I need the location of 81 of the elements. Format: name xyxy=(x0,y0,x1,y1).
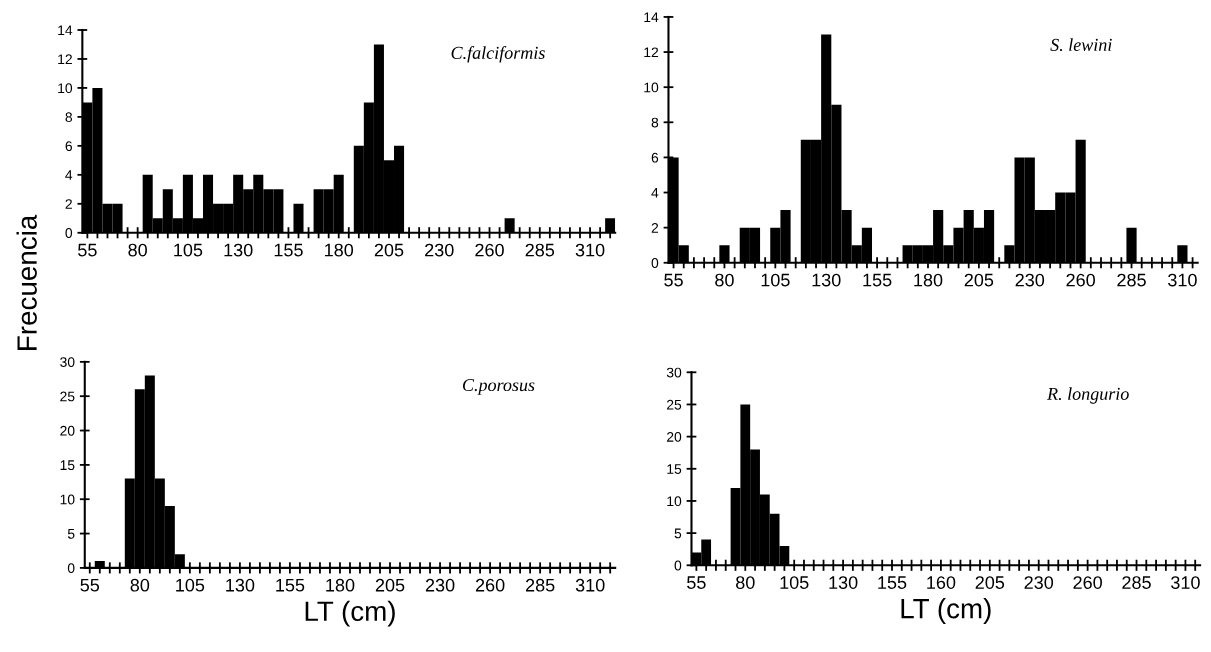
x-tick-label: 260 xyxy=(475,578,505,592)
y-tick-label: 0 xyxy=(651,258,659,268)
y-tick-label: 6 xyxy=(65,141,73,152)
y-tick-label: 4 xyxy=(65,170,73,180)
y-tick-label: 5 xyxy=(67,529,75,539)
x-tick-label: 205 xyxy=(975,576,1005,589)
x-tick-label: 310 xyxy=(1168,273,1197,287)
x-tick-label: 130 xyxy=(829,576,858,589)
x-axis-title: LT (cm) xyxy=(901,598,991,624)
x-tick-label: 260 xyxy=(475,243,504,257)
x-tick-label: 105 xyxy=(761,273,790,287)
x-tick-label: 80 xyxy=(130,578,150,592)
y-tick-label: 2 xyxy=(65,199,72,209)
x-tick-label: 80 xyxy=(736,576,755,589)
x-tick-label: 205 xyxy=(964,273,994,287)
y-tick-label: 0 xyxy=(65,228,73,238)
x-tick-label: 180 xyxy=(914,273,943,287)
y-tick-label: 15 xyxy=(667,464,682,474)
x-tick-label: 260 xyxy=(1066,273,1095,287)
y-tick-label: 12 xyxy=(58,54,72,64)
y-tick-label: 10 xyxy=(60,494,75,505)
y-tick-label: 10 xyxy=(667,496,682,507)
x-tick-label: 285 xyxy=(525,578,555,592)
y-tick-label: 8 xyxy=(651,117,659,128)
y-tick-label: 0 xyxy=(674,560,682,571)
y-tick-label: 20 xyxy=(667,431,682,442)
y-axis-title: Frecuencia xyxy=(16,214,37,350)
y-tick-label: 25 xyxy=(667,399,682,410)
x-tick-label: 180 xyxy=(326,578,355,592)
x-tick-label: 80 xyxy=(128,243,147,257)
y-tick-label: 30 xyxy=(666,367,682,378)
x-tick-label: 180 xyxy=(325,243,354,257)
annotation: C.falciformis xyxy=(451,46,545,63)
x-tick-label: 105 xyxy=(174,243,203,257)
x-tick-label: 230 xyxy=(425,243,454,257)
x-tick-label: 55 xyxy=(664,273,683,287)
y-tick-label: 14 xyxy=(644,12,659,22)
x-tick-label: 205 xyxy=(375,578,405,592)
x-tick-label: 105 xyxy=(780,576,809,589)
y-tick-label: 5 xyxy=(674,528,682,539)
x-tick-label: 285 xyxy=(1122,576,1151,589)
x-tick-label: 155 xyxy=(274,243,303,257)
x-tick-label: 260 xyxy=(1073,576,1102,589)
y-tick-label: 20 xyxy=(60,425,75,436)
x-tick-label: 230 xyxy=(1015,273,1045,287)
x-tick-label: 55 xyxy=(78,243,97,257)
y-tick-label: 6 xyxy=(651,152,659,163)
x-tick-label: 160 xyxy=(927,576,956,589)
x-tick-label: 105 xyxy=(176,578,205,592)
x-tick-label: 55 xyxy=(80,578,100,592)
x-tick-label: 285 xyxy=(1117,273,1146,287)
x-tick-label: 130 xyxy=(224,243,253,257)
y-tick-label: 0 xyxy=(67,563,75,574)
y-tick-label: 10 xyxy=(644,82,659,93)
x-tick-label: 230 xyxy=(425,578,455,592)
y-tick-label: 4 xyxy=(651,188,659,198)
y-tick-label: 15 xyxy=(60,460,75,471)
x-tick-label: 55 xyxy=(687,576,706,589)
x-tick-label: 310 xyxy=(575,578,605,592)
x-tick-label: 80 xyxy=(715,273,734,287)
x-tick-label: 130 xyxy=(812,273,841,287)
x-tick-label: 205 xyxy=(374,243,404,257)
x-tick-label: 230 xyxy=(1024,576,1054,589)
annotation: C.porosus xyxy=(462,378,535,395)
y-tick-label: 14 xyxy=(58,25,73,36)
x-tick-label: 285 xyxy=(525,243,555,257)
x-tick-label: 155 xyxy=(863,273,892,287)
x-tick-label: 155 xyxy=(878,576,907,589)
x-tick-label: 310 xyxy=(1171,576,1200,589)
y-tick-label: 12 xyxy=(644,47,659,58)
y-tick-label: 10 xyxy=(58,83,73,94)
x-tick-label: 155 xyxy=(276,578,305,592)
y-tick-label: 30 xyxy=(60,357,75,368)
x-tick-label: 130 xyxy=(226,578,255,592)
annotation: S. lewini xyxy=(1050,38,1112,52)
x-tick-label: 310 xyxy=(575,243,605,257)
y-tick-label: 8 xyxy=(65,112,73,123)
x-axis-title: LT (cm) xyxy=(305,600,395,627)
y-tick-label: 25 xyxy=(60,391,75,402)
y-tick-label: 2 xyxy=(651,222,659,233)
annotation: R. longurio xyxy=(1046,387,1129,404)
